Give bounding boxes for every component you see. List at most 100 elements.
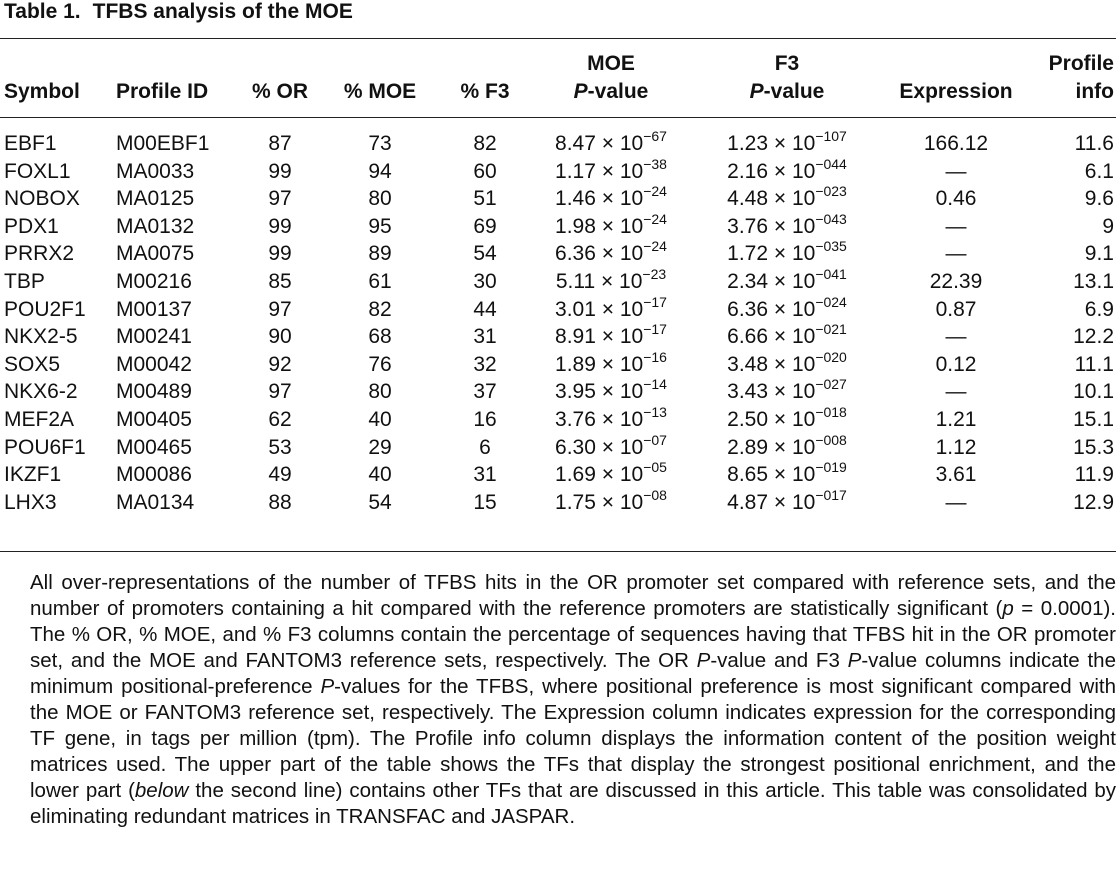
- p-value-base: 2.16 × 10: [727, 159, 816, 183]
- table-cell: 51: [473, 187, 497, 211]
- table-body: EBF1 M00EBF1 87 73 82 8.47 × 10−67 1.23 × 10−1…: [0, 116, 1116, 516]
- header-line: MOE: [587, 52, 635, 75]
- header-italic: P: [573, 80, 588, 103]
- table-cell: 12.2: [1073, 325, 1114, 349]
- table-cell: 87: [268, 132, 292, 155]
- table-cell: 1.98 × 10−24: [530, 210, 692, 241]
- table-cell: M00086: [116, 463, 192, 487]
- table-cell: 73: [368, 132, 392, 155]
- table-cell: 8.47 × 10−67: [530, 116, 692, 158]
- table-cell: 90: [268, 325, 292, 349]
- table-cell: MA0132: [116, 214, 195, 238]
- table-cell: 53: [268, 435, 292, 459]
- caption-title: TFBS analysis of the MOE: [92, 0, 353, 23]
- table-cell: 97: [268, 380, 292, 404]
- footnote: All over-representations of the number o…: [30, 570, 1116, 830]
- table-cell: NKX6-2: [4, 380, 78, 404]
- header-line: info: [1075, 80, 1114, 103]
- table-cell: 11.6: [1074, 132, 1114, 155]
- table-cell: 95: [368, 214, 392, 238]
- header-line: Profile ID: [116, 80, 209, 103]
- p-value-base: 1.72 × 10: [727, 242, 816, 266]
- table-cell: 76: [368, 352, 392, 376]
- table-cell: 1.75 × 10−08: [530, 488, 692, 517]
- table-cell: 3.61: [935, 463, 977, 487]
- table-cell: 99: [268, 214, 292, 238]
- footnote-text: P: [320, 675, 335, 698]
- table-row: MEF2A M00405 62 40 16 3.76 × 10−13 2.50 × 10−0…: [0, 405, 1116, 434]
- table-cell: 15: [473, 490, 497, 514]
- top-rule: [0, 38, 1116, 39]
- p-value-base: 3.95 × 10: [555, 380, 644, 404]
- table-cell: M00EBF1: [116, 132, 210, 155]
- p-value-exponent: −023: [815, 183, 847, 200]
- header-italic: P: [749, 80, 764, 103]
- p-value-base: 4.87 × 10: [727, 490, 816, 514]
- header-line: Expression: [899, 80, 1013, 103]
- p-value-exponent: −021: [815, 321, 847, 338]
- footnote-text: P: [696, 649, 711, 672]
- table-cell: 12.9: [1073, 490, 1114, 514]
- p-value-base: 1.98 × 10: [555, 214, 644, 238]
- table-cell: 1.23 × 10−107: [692, 116, 882, 158]
- table-cell: 82: [473, 132, 497, 155]
- p-value-base: 1.23 × 10: [727, 132, 816, 155]
- table-cell: EBF1: [4, 132, 57, 155]
- table-cell: NOBOX: [4, 187, 80, 211]
- table-cell: 15.1: [1073, 407, 1114, 431]
- table-cell: 1.69 × 10−05: [530, 460, 692, 489]
- table-cell: 1.12: [935, 435, 977, 459]
- p-value-exponent: −23: [642, 265, 667, 282]
- table-cell: 1.17 × 10−38: [530, 157, 692, 186]
- table-cell: 85: [268, 269, 292, 293]
- table-cell: TBP: [4, 269, 45, 293]
- table-row: NKX2-5 M00241 90 68 31 8.91 × 10−17 6.66 × 10−…: [0, 321, 1116, 351]
- table-cell: 4.48 × 10−023: [692, 183, 882, 213]
- table-cell: 1.46 × 10−24: [530, 184, 692, 213]
- table-cell: 11.9: [1074, 463, 1114, 487]
- table-cell: SOX5: [4, 352, 61, 376]
- table-cell: 1.21: [935, 407, 977, 431]
- table-cell: 4.87 × 10−017: [692, 488, 882, 517]
- table-cell: 1.72 × 10−035: [692, 238, 882, 268]
- table-cell: PRRX2: [4, 242, 75, 266]
- table-cell: 2.34 × 10−041: [692, 267, 882, 296]
- table-cell: 80: [368, 187, 392, 211]
- table-cell: MA0134: [116, 490, 195, 514]
- p-value-base: 2.34 × 10: [727, 269, 816, 293]
- data-table: Symbol Profile ID% OR% MOE% F3 MOE P-value F…: [0, 40, 1116, 516]
- header-row: Symbol Profile ID% OR% MOE% F3 MOE P-value F…: [0, 40, 1116, 116]
- table-cell: 166.12: [923, 132, 989, 155]
- table-cell: 2.89 × 10−008: [692, 433, 882, 462]
- table-row: POU6F1 M00465 53 29 6 6.30 × 10−07 2.89 × 10−0…: [0, 433, 1116, 462]
- p-value-exponent: −043: [815, 210, 847, 227]
- table-cell: 68: [368, 325, 392, 349]
- table-cell: 69: [473, 214, 497, 238]
- p-value-base: 3.76 × 10: [555, 407, 644, 431]
- table-row: FOXL1 MA0033 99 94 60 1.17 × 10−38 2.16 × 10−0…: [0, 157, 1116, 186]
- table-cell: M00241: [116, 325, 192, 349]
- p-value-base: 3.01 × 10: [555, 297, 644, 321]
- table-cell: 3.01 × 10−17: [530, 295, 692, 324]
- table-cell: 0.87: [935, 297, 977, 321]
- table-cell: 6.66 × 10−021: [692, 321, 882, 351]
- table-cell: —: [945, 380, 967, 404]
- p-value-exponent: −019: [815, 459, 847, 476]
- table-row: IKZF1 M00086 49 40 31 1.69 × 10−05 8.65 × 10−0…: [0, 459, 1116, 489]
- footnote-text: -values for the TFBS, where positional p…: [30, 675, 1116, 802]
- table-cell: 3.76 × 10−043: [692, 210, 882, 241]
- p-value-exponent: −24: [643, 238, 667, 255]
- table-cell: 6: [479, 435, 491, 459]
- table-cell: MA0125: [116, 187, 195, 211]
- p-value-base: 3.43 × 10: [727, 380, 816, 404]
- p-value-exponent: −020: [815, 348, 847, 365]
- column-header: Profile info: [1030, 40, 1116, 116]
- table-cell: —: [945, 214, 967, 238]
- header-line: Profile: [1048, 52, 1114, 75]
- p-value-exponent: −035: [815, 238, 847, 255]
- table-row: PDX1 MA0132 99 95 69 1.98 × 10−24 3.76 × 10−04…: [0, 210, 1116, 241]
- p-value-exponent: −24: [643, 210, 667, 227]
- table-cell: 3.95 × 10−14: [530, 377, 692, 406]
- table-cell: 92: [268, 352, 292, 376]
